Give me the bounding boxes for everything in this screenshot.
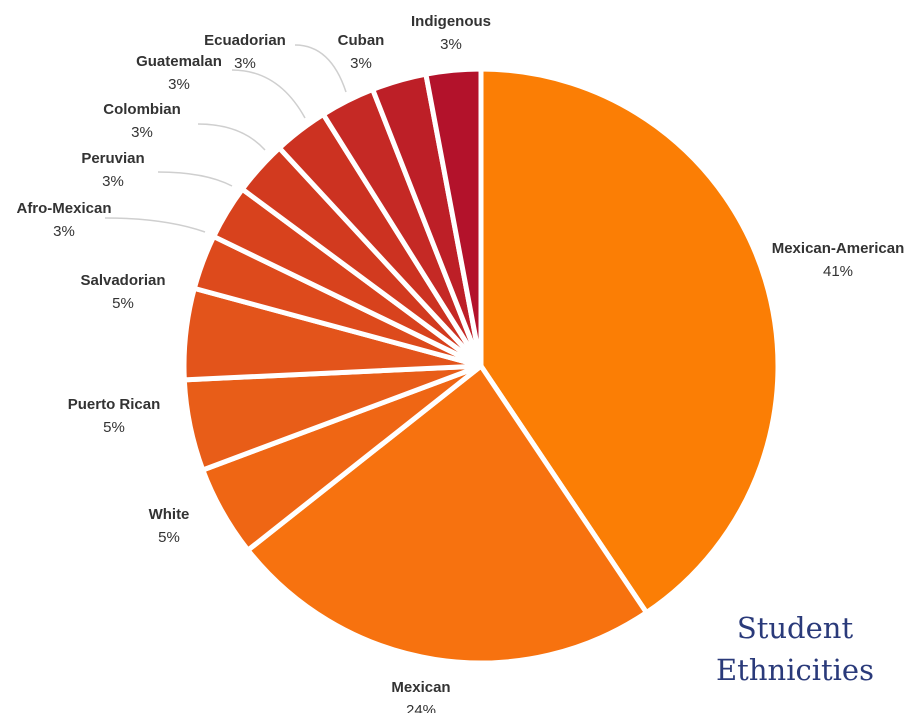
slice-label-mexican: Mexican [391,679,450,696]
slice-label-white: White [149,506,190,523]
slice-label-ecuadorian: Ecuadorian [204,32,286,49]
slice-value-cuban: 3% [350,55,372,72]
leader-lines [104,44,347,233]
slice-value-ecuadorian: 3% [234,55,256,72]
slice-labels: Mexican-American 41% Mexican 24% White 5% Puer… [16,13,904,713]
leader-line-guatemalan [231,69,306,119]
slice-value-colombian: 3% [131,124,153,141]
chart-title-line2: Ethnicities [716,653,874,687]
pie-slices [181,66,781,666]
slice-value-guatemalan: 3% [168,76,190,93]
slice-value-indigenous: 3% [440,36,462,53]
slice-value-salvadorian: 5% [112,295,134,312]
slice-mexican-american [478,66,781,616]
slice-value-peruvian: 3% [102,173,124,190]
chart-title: Student Ethnicities [700,607,890,691]
slice-value-mexican-american: 41% [823,263,853,280]
slice-label-colombian: Colombian [103,101,181,118]
slice-label-salvadorian: Salvadorian [80,272,165,289]
slice-label-afro-mexican: Afro-Mexican [16,200,111,217]
slice-label-puerto-rican: Puerto Rican [68,396,161,413]
leader-line-peruvian [157,171,233,187]
slice-label-cuban: Cuban [338,32,385,49]
leader-line-afro-mexican [104,217,206,233]
slice-value-white: 5% [158,529,180,546]
slice-label-peruvian: Peruvian [81,150,144,167]
slice-label-indigenous: Indigenous [411,13,491,30]
leader-line-colombian [197,123,266,151]
slice-label-guatemalan: Guatemalan [136,53,222,70]
slice-label-mexican-american: Mexican-American [772,240,905,257]
chart-title-line1: Student [736,611,854,645]
slice-value-afro-mexican: 3% [53,223,75,240]
leader-line-ecuadorian [294,44,347,93]
slice-mexican [245,363,649,666]
slice-indigenous [423,66,484,369]
slice-value-puerto-rican: 5% [103,419,125,436]
slice-value-mexican: 24% [406,702,436,713]
